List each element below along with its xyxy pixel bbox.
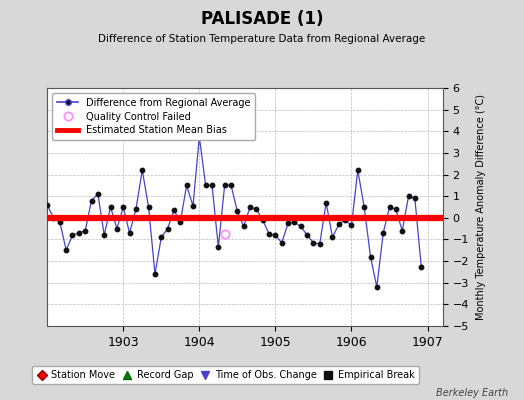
Text: PALISADE (1): PALISADE (1) <box>201 10 323 28</box>
Y-axis label: Monthly Temperature Anomaly Difference (°C): Monthly Temperature Anomaly Difference (… <box>476 94 486 320</box>
Text: Difference of Station Temperature Data from Regional Average: Difference of Station Temperature Data f… <box>99 34 425 44</box>
Legend: Station Move, Record Gap, Time of Obs. Change, Empirical Break: Station Move, Record Gap, Time of Obs. C… <box>32 366 419 384</box>
Text: Berkeley Earth: Berkeley Earth <box>436 388 508 398</box>
